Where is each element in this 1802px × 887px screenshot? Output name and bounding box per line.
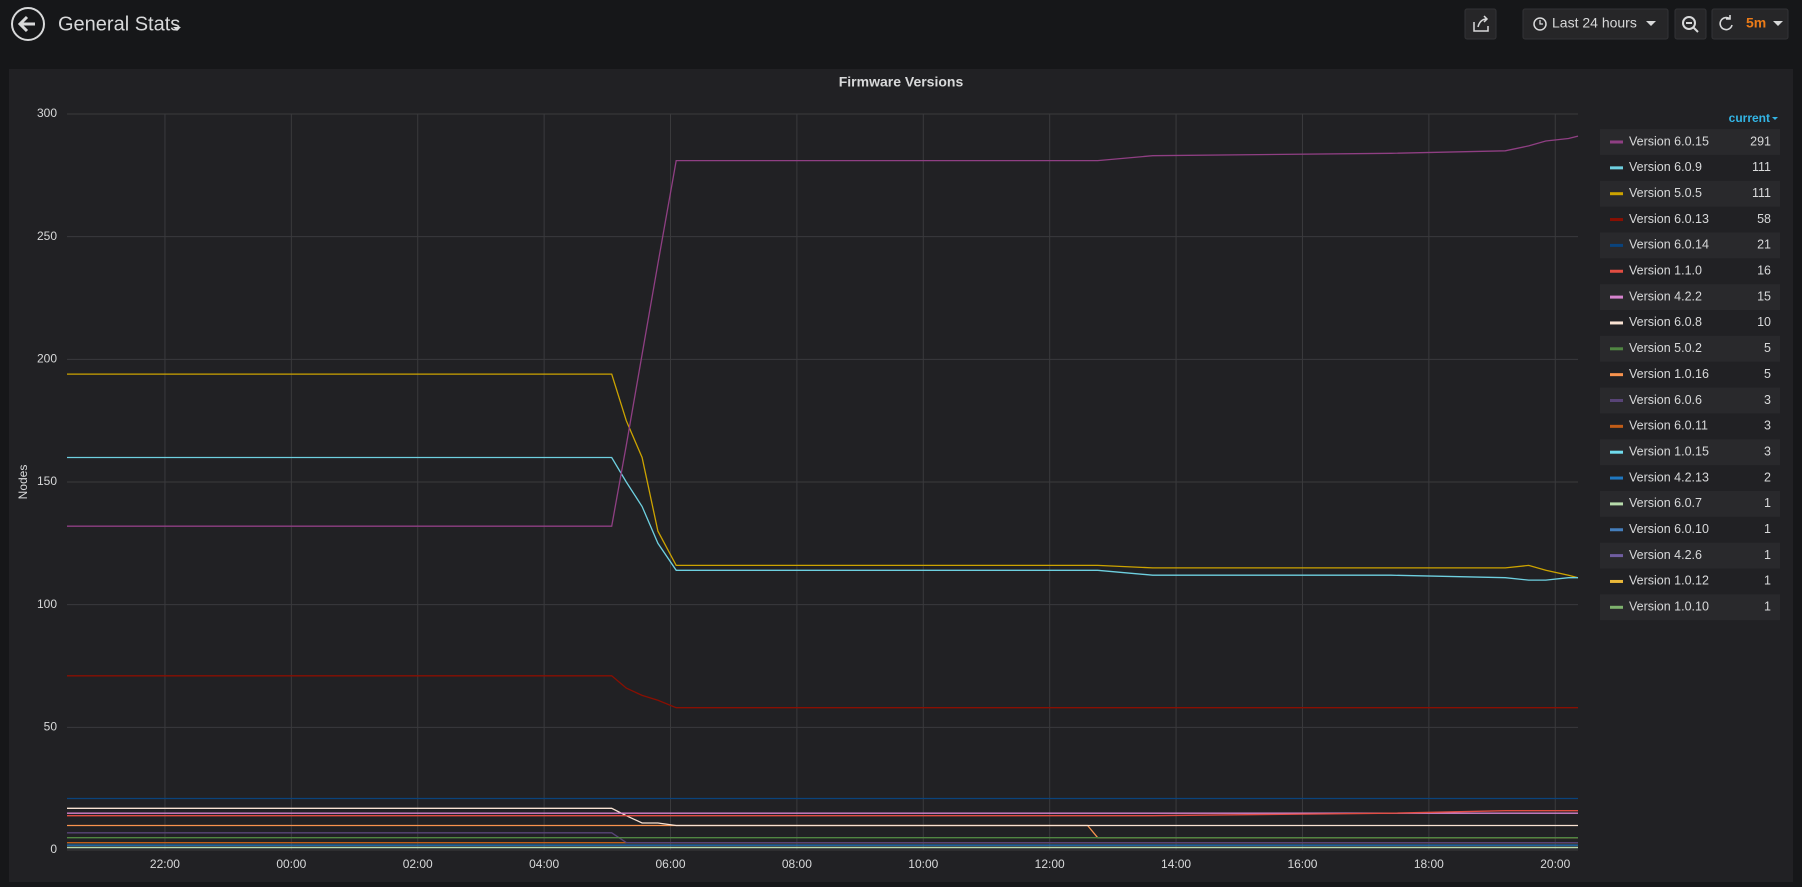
y-tick-label: 100: [37, 597, 57, 611]
legend-name[interactable]: Version 1.0.15: [1629, 444, 1709, 458]
x-tick-label: 02:00: [403, 857, 433, 871]
legend-header[interactable]: current: [1729, 111, 1770, 125]
legend-row-bg: [1600, 284, 1780, 311]
legend-name[interactable]: Version 4.2.2: [1629, 289, 1702, 303]
x-tick-label: 00:00: [276, 857, 306, 871]
legend-current: 2: [1764, 470, 1771, 484]
legend-current: 111: [1752, 160, 1771, 174]
x-tick-label: 06:00: [655, 857, 685, 871]
legend-row-bg: [1600, 594, 1780, 621]
legend-name[interactable]: Version 6.0.11: [1629, 419, 1708, 433]
legend-sort-caret[interactable]: [1772, 117, 1778, 120]
legend-name[interactable]: Version 5.0.5: [1629, 186, 1702, 200]
time-caret[interactable]: [1646, 21, 1656, 26]
series-line: [67, 832, 1578, 844]
title-caret[interactable]: [173, 27, 181, 31]
legend-name[interactable]: Version 1.0.16: [1629, 367, 1709, 381]
legend-name[interactable]: Version 5.0.2: [1629, 341, 1702, 355]
legend-current: 3: [1764, 393, 1771, 407]
share-button[interactable]: [1464, 8, 1497, 40]
y-tick-label: 200: [37, 352, 57, 366]
legend-name[interactable]: Version 4.2.13: [1629, 470, 1709, 484]
zoom-out-button[interactable]: [1674, 8, 1707, 40]
legend-name[interactable]: Version 6.0.14: [1629, 238, 1709, 252]
legend-name[interactable]: Version 6.0.8: [1629, 315, 1702, 329]
legend-current: 1: [1764, 574, 1771, 588]
y-tick-label: 0: [50, 842, 57, 856]
y-tick-label: 300: [37, 106, 57, 120]
x-tick-label: 18:00: [1414, 857, 1444, 871]
series-line: [67, 675, 1578, 709]
legend-name[interactable]: Version 6.0.13: [1629, 212, 1709, 226]
legend-current: 3: [1764, 444, 1771, 458]
series-line: [67, 807, 1578, 827]
refresh-picker[interactable]: [1711, 8, 1789, 40]
legend-current: 15: [1757, 289, 1771, 303]
series-line: [67, 135, 1579, 527]
y-tick-label: 250: [37, 229, 57, 243]
x-tick-label: 22:00: [150, 857, 180, 871]
legend-current: 1: [1764, 496, 1771, 510]
series-line: [67, 456, 1578, 581]
legend-name[interactable]: Version 6.0.15: [1629, 134, 1709, 148]
legend-name[interactable]: Version 6.0.10: [1629, 522, 1709, 536]
legend-current: 21: [1757, 238, 1771, 252]
legend-current: 111: [1752, 186, 1771, 200]
y-axis-label: Nodes: [16, 465, 30, 500]
refresh-interval[interactable]: 5m: [1746, 15, 1766, 31]
panel: [9, 69, 1793, 882]
legend-name[interactable]: Version 6.0.7: [1629, 496, 1702, 510]
legend-current: 16: [1757, 264, 1771, 278]
legend-current: 1: [1764, 600, 1771, 614]
legend-current: 10: [1757, 315, 1771, 329]
legend-name[interactable]: Version 6.0.9: [1629, 160, 1702, 174]
x-tick-label: 16:00: [1287, 857, 1317, 871]
time-range[interactable]: Last 24 hours: [1552, 15, 1637, 31]
legend-row-bg: [1600, 129, 1780, 155]
legend-row-bg: [1600, 180, 1780, 207]
x-tick-label: 10:00: [908, 857, 938, 871]
x-tick-label: 12:00: [1035, 857, 1065, 871]
legend-current: 5: [1764, 367, 1771, 381]
back-button[interactable]: [11, 7, 45, 41]
y-tick-label: 150: [37, 474, 57, 488]
x-tick-label: 08:00: [782, 857, 812, 871]
legend-name[interactable]: Version 1.0.12: [1629, 574, 1709, 588]
legend-row-bg: [1600, 387, 1780, 414]
legend-current: 1: [1764, 548, 1771, 562]
legend-row-bg: [1600, 232, 1780, 259]
legend-name[interactable]: Version 6.0.6: [1629, 393, 1702, 407]
x-tick-label: 20:00: [1540, 857, 1570, 871]
x-tick-label: 14:00: [1161, 857, 1191, 871]
legend-name[interactable]: Version 1.1.0: [1629, 264, 1702, 278]
legend-current: 58: [1757, 212, 1771, 226]
legend-current: 5: [1764, 341, 1771, 355]
series-line: [67, 810, 1578, 817]
dashboard-title[interactable]: General Stats: [58, 13, 180, 35]
legend-row-bg: [1600, 490, 1780, 517]
x-tick-label: 04:00: [529, 857, 559, 871]
y-tick-label: 50: [44, 720, 58, 734]
legend-current: 1: [1764, 522, 1771, 536]
legend-name[interactable]: Version 4.2.6: [1629, 548, 1702, 562]
legend-row-bg: [1600, 542, 1780, 569]
legend-row-bg: [1600, 335, 1780, 362]
series-line: [67, 373, 1579, 579]
legend-current: 3: [1764, 419, 1771, 433]
time-picker[interactable]: [1522, 8, 1669, 40]
legend-name[interactable]: Version 1.0.10: [1629, 600, 1709, 614]
legend-current: 291: [1750, 134, 1771, 148]
legend-row-bg: [1600, 439, 1780, 466]
panel-title: Firmware Versions: [839, 74, 964, 90]
